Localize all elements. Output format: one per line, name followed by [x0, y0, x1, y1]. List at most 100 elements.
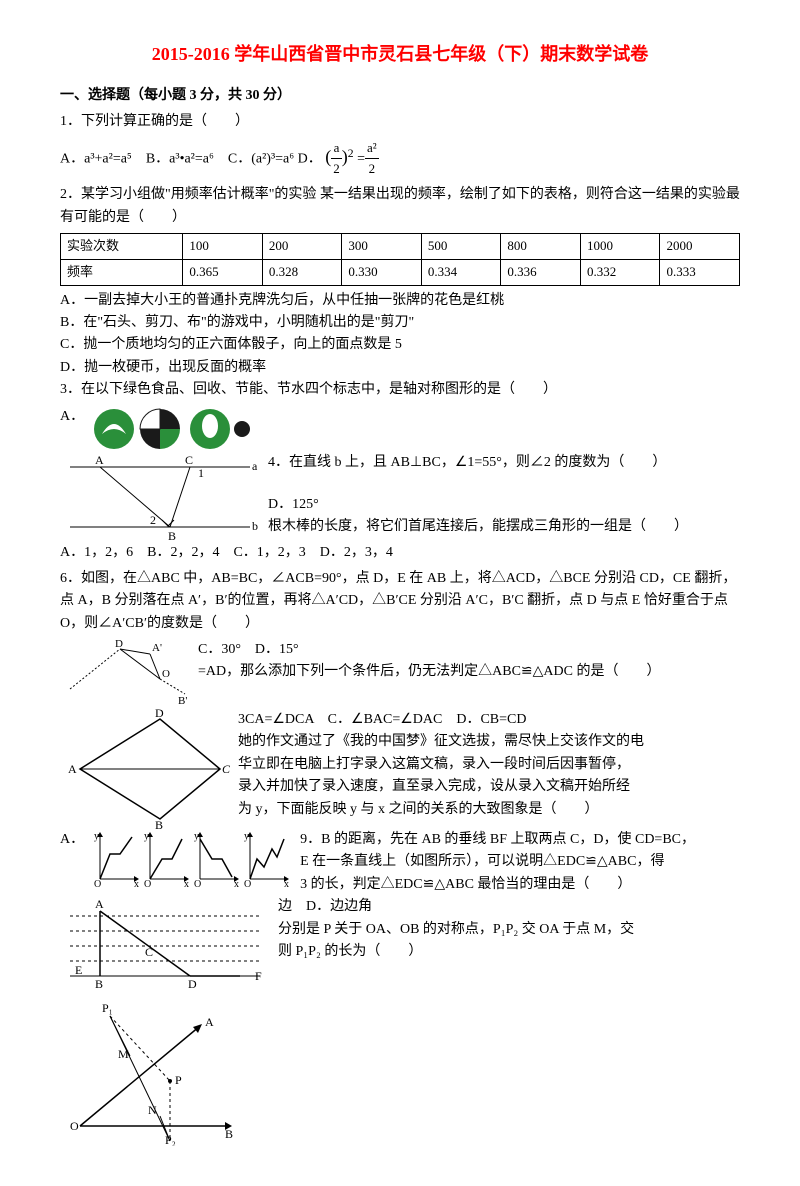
q7-figure: D A C B: [60, 709, 230, 829]
svg-text:A: A: [95, 453, 104, 467]
svg-text:y: y: [144, 831, 149, 842]
svg-text:x: x: [234, 879, 239, 889]
q9-line1: B 的距离，先在 AB 的垂线 BF 上取两点 C，D，使 CD=BC，: [321, 832, 695, 847]
cell: 0.332: [580, 259, 660, 285]
svg-text:P: P: [175, 1073, 182, 1087]
svg-text:O: O: [144, 879, 151, 889]
q6-stem: 6．如图，在△ABC 中，AB=BC，∠ACB=90°，点 D，E 在 AB 上…: [60, 568, 740, 635]
q5-stem: 根木棒的长度，将它们首尾连接后，能摆成三角形的一组是（ ）: [268, 516, 688, 538]
svg-text:M: M: [118, 1047, 129, 1061]
q9-options: 边 D．边边角: [278, 896, 634, 918]
q9-prefix: 9．: [300, 832, 321, 847]
q9-line2: E 在一条直线上（如图所示），可以说明△EDC≌△ABC，得: [300, 851, 695, 873]
q1-stem: 1．下列计算正确的是（ ）: [60, 111, 740, 133]
cell: 0.330: [342, 259, 422, 285]
svg-text:x: x: [134, 879, 139, 889]
svg-text:O: O: [194, 879, 201, 889]
svg-text:1: 1: [198, 466, 204, 480]
q2-optB: B．在"石头、剪刀、布"的游戏中，小明随机出的是"剪刀": [60, 312, 740, 334]
q8-label-A: A．: [60, 829, 84, 851]
q7-options: 3CA=∠DCA C．∠BAC=∠DAC D．CB=CD: [238, 709, 644, 731]
svg-text:C: C: [145, 945, 153, 959]
frac-right: a²2: [365, 138, 379, 181]
exam-title: 2015-2016 学年山西省晋中市灵石县七年级（下）期末数学试卷: [60, 40, 740, 69]
svg-text:B: B: [155, 818, 163, 829]
q6-options: C．30° D．15°: [198, 639, 660, 661]
svg-text:x: x: [284, 879, 289, 889]
section-1-header: 一、选择题（每小题 3 分，共 30 分）: [60, 85, 740, 107]
q8-line4: 为 y，下面能反映 y 与 x 之间的关系的大致图象是（ ）: [238, 799, 644, 821]
q10-line2: 则 P₁P₂ 的长为（ ）: [278, 941, 634, 963]
cell: 0.334: [421, 259, 501, 285]
q3-label-A: A．: [60, 406, 84, 428]
cell: 2000: [660, 233, 740, 259]
svg-text:A: A: [205, 1015, 214, 1029]
svg-text:D: D: [188, 977, 197, 991]
svg-text:N: N: [148, 1103, 157, 1117]
q10-line1: 分别是 P 关于 OA、OB 的对称点，P₁P₂ 交 OA 于点 M，交: [278, 919, 634, 941]
q4-prefix: 4．: [268, 455, 289, 470]
q2-optC: C．抛一个质地均匀的正六面体骰子，向上的面点数是 5: [60, 334, 740, 356]
q1-opts-text: A．a³+a²=a⁵ B．a³•a²=a⁶ C．(a²)³=a⁶ D．: [60, 151, 322, 166]
q2-table: 实验次数 100 200 300 500 800 1000 2000 频率 0.…: [60, 233, 740, 286]
frac-left: a2: [331, 138, 342, 181]
svg-text:D: D: [115, 639, 123, 650]
svg-text:B': B': [178, 695, 187, 707]
svg-text:O: O: [94, 879, 101, 889]
svg-text:O: O: [244, 879, 251, 889]
q9-figure: A B C D E F: [60, 896, 270, 996]
svg-text:C: C: [185, 453, 193, 467]
q9-line3: 3 的长，判定△EDC≌△ABC 最恰当的理由是（ ）: [300, 874, 695, 896]
svg-text:b: b: [252, 519, 258, 533]
svg-text:B: B: [168, 529, 176, 542]
q4-stem: 在直线 b 上，且 AB⊥BC，∠1=55°，则∠2 的度数为（ ）: [289, 455, 666, 470]
cell: 0.328: [262, 259, 342, 285]
q10-figure: P₁ A M P O N B P₂: [60, 996, 240, 1146]
table-row: 频率 0.365 0.328 0.330 0.334 0.336 0.332 0…: [61, 259, 740, 285]
q8-graphs: y O x y O x y O x y O x: [92, 829, 292, 889]
cell: 300: [342, 233, 422, 259]
svg-text:A: A: [68, 762, 77, 776]
svg-text:y: y: [194, 831, 199, 842]
cell: 实验次数: [61, 233, 183, 259]
q8-line3: 录入并加快了录入速度，直至录入完成，设从录入文稿开始所经: [238, 776, 644, 798]
svg-text:A: A: [95, 897, 104, 911]
svg-text:D: D: [155, 709, 164, 720]
q1-options: A．a³+a²=a⁵ B．a³•a²=a⁶ C．(a²)³=a⁶ D． (a2)…: [60, 138, 740, 181]
cell: 500: [421, 233, 501, 259]
q5-options: A．1，2，6 B．2，2，4 C．1，2，3 D．2，3，4: [60, 542, 740, 564]
svg-text:P₂: P₂: [165, 1133, 176, 1146]
cell: 0.336: [501, 259, 581, 285]
svg-text:y: y: [94, 831, 99, 842]
svg-text:x: x: [184, 879, 189, 889]
logo-icons: [92, 406, 252, 452]
svg-text:A': A': [152, 642, 162, 654]
cell: 0.333: [660, 259, 740, 285]
svg-text:C: C: [222, 762, 230, 776]
q7-stem: =AD，那么添加下列一个条件后，仍无法判定△ABC≌△ADC 的是（ ）: [198, 661, 660, 683]
svg-text:B: B: [95, 977, 103, 991]
cell: 频率: [61, 259, 183, 285]
q2-stem: 2．某学习小组做"用频率估计概率"的实验 某一结果出现的频率，绘制了如下的表格，…: [60, 184, 740, 229]
q8-line2: 华立即在电脑上打字录入这篇文稿，录入一段时间后因事暂停，: [238, 754, 644, 776]
table-row: 实验次数 100 200 300 500 800 1000 2000: [61, 233, 740, 259]
cell: 1000: [580, 233, 660, 259]
cell: 0.365: [183, 259, 263, 285]
svg-text:a: a: [252, 459, 258, 473]
svg-text:F: F: [255, 969, 262, 983]
svg-text:2: 2: [150, 513, 156, 527]
q6-figure: D A' O B': [60, 639, 190, 709]
q4-optD: D．125°: [268, 494, 688, 516]
q2-optA: A．一副去掉大小王的普通扑克牌洗匀后，从中任抽一张牌的花色是红桃: [60, 290, 740, 312]
frac-exp: 2: [348, 146, 354, 159]
svg-text:B: B: [225, 1127, 233, 1141]
svg-text:E: E: [75, 963, 82, 977]
q8-line1: 她的作文通过了《我的中国梦》征文选拔，需尽快上交该作文的电: [238, 731, 644, 753]
q2-optD: D．抛一枚硬币，出现反面的概率: [60, 357, 740, 379]
q2-stem-a: 2．某学习小组做"用频率估计概率"的实验: [60, 187, 316, 202]
q4-figure: A C 1 a 2 B b: [60, 452, 260, 542]
cell: 800: [501, 233, 581, 259]
svg-text:O: O: [162, 668, 170, 680]
q3-stem: 3．在以下绿色食品、回收、节能、节水四个标志中，是轴对称图形的是（ ）: [60, 379, 740, 401]
cell: 100: [183, 233, 263, 259]
